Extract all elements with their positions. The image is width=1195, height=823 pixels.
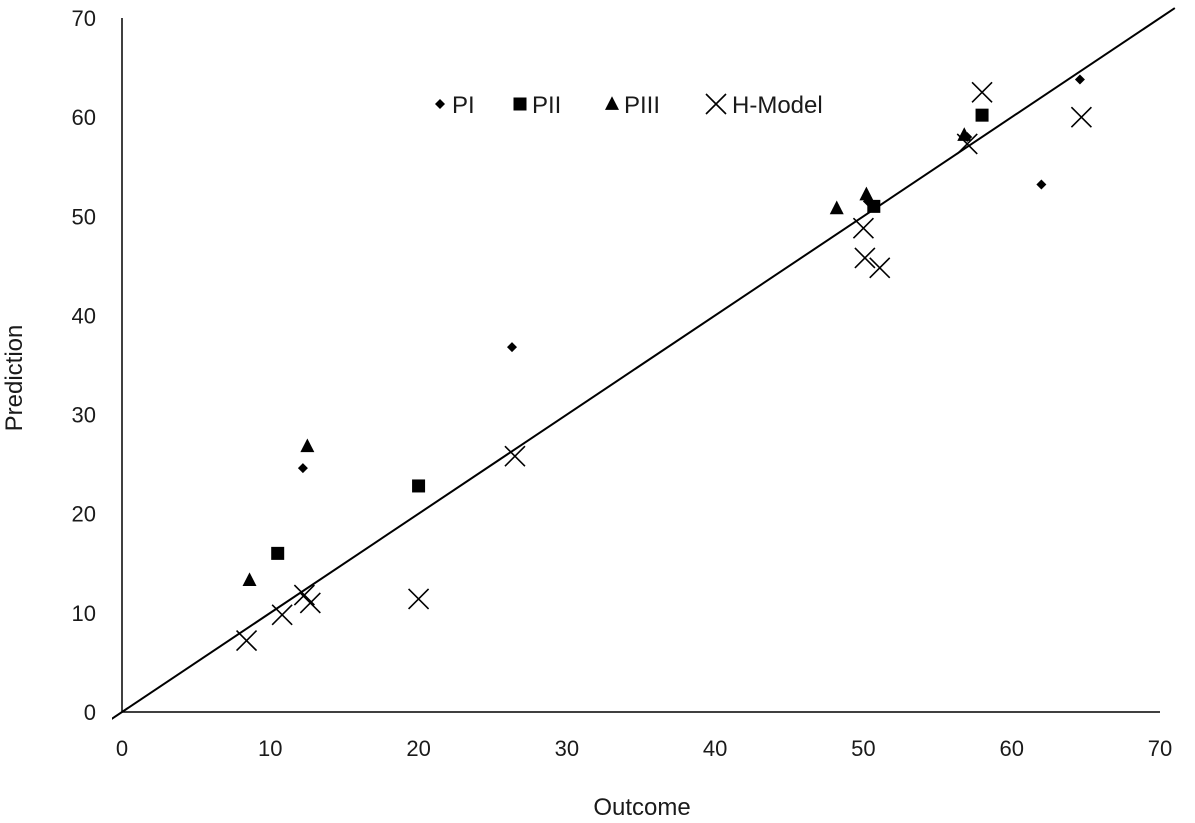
legend-label: PII bbox=[532, 92, 561, 119]
x-tick-label: 10 bbox=[258, 736, 282, 761]
y-tick-label: 60 bbox=[72, 105, 96, 130]
x-tick-label: 70 bbox=[1148, 736, 1172, 761]
y-axis-title: Prediction bbox=[1, 325, 28, 432]
point-pi bbox=[506, 342, 517, 353]
point-pi bbox=[297, 463, 308, 474]
legend-marker-square bbox=[513, 97, 527, 111]
point-h-model bbox=[852, 217, 874, 239]
legend-item: PIII bbox=[605, 92, 660, 119]
legend-marker-triangle bbox=[605, 96, 619, 110]
y-tick-label: 40 bbox=[72, 303, 96, 328]
point-h-model bbox=[956, 133, 978, 155]
y-tick-label: 10 bbox=[72, 601, 96, 626]
point-piii bbox=[300, 438, 315, 453]
point-h-model bbox=[504, 445, 526, 467]
legend-label: PIII bbox=[624, 92, 660, 119]
point-h-model bbox=[271, 604, 293, 626]
legend-label: PI bbox=[452, 92, 475, 119]
y-tick-label: 50 bbox=[72, 204, 96, 229]
point-piii bbox=[242, 572, 257, 586]
data-points bbox=[235, 74, 1092, 652]
y-tick-labels: 0 10 20 30 40 50 60 70 bbox=[72, 6, 96, 725]
point-h-model bbox=[408, 588, 430, 610]
y-tick-label: 30 bbox=[72, 403, 96, 428]
point-h-model bbox=[235, 630, 258, 652]
x-tick-label: 60 bbox=[999, 736, 1023, 761]
legend: PI PII PIII H-Model bbox=[435, 92, 823, 119]
x-tick-label: 30 bbox=[555, 736, 579, 761]
series-piii bbox=[242, 127, 972, 586]
point-h-model bbox=[869, 257, 891, 279]
legend-marker-diamond bbox=[435, 99, 445, 109]
legend-marker-x bbox=[705, 93, 727, 115]
point-pi bbox=[1074, 74, 1085, 85]
legend-item: PII bbox=[513, 92, 561, 119]
y-tick-label: 70 bbox=[72, 6, 96, 31]
point-pii bbox=[867, 199, 881, 213]
point-h-model bbox=[299, 592, 321, 614]
point-h-model bbox=[854, 247, 876, 269]
x-tick-labels: 0 10 20 30 40 50 60 70 bbox=[116, 736, 1172, 761]
legend-label: H-Model bbox=[732, 92, 823, 119]
trend-line bbox=[112, 7, 1176, 720]
point-pi bbox=[1036, 179, 1047, 190]
y-tick-label: 0 bbox=[84, 700, 96, 725]
point-h-model bbox=[1070, 106, 1092, 128]
point-pii bbox=[271, 546, 285, 560]
point-pii bbox=[412, 479, 426, 493]
legend-item: H-Model bbox=[705, 92, 823, 119]
series-h-model bbox=[235, 81, 1092, 652]
x-axis-title: Outcome bbox=[593, 794, 690, 821]
trendline bbox=[112, 7, 1176, 720]
point-pii bbox=[975, 108, 989, 122]
legend-item: PI bbox=[435, 92, 475, 119]
x-tick-label: 40 bbox=[703, 736, 727, 761]
x-tick-label: 0 bbox=[116, 736, 128, 761]
point-h-model bbox=[971, 81, 993, 103]
y-tick-label: 20 bbox=[72, 502, 96, 527]
point-piii bbox=[829, 200, 844, 215]
axes bbox=[121, 18, 1160, 713]
series-pii bbox=[271, 108, 989, 560]
point-piii bbox=[859, 186, 874, 201]
x-tick-label: 20 bbox=[406, 736, 430, 761]
x-tick-label: 50 bbox=[851, 736, 875, 761]
